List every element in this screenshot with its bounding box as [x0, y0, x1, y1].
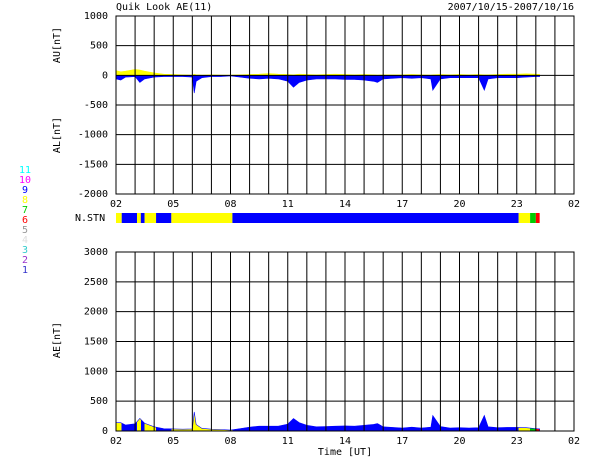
station-segment [518, 213, 531, 223]
station-segment [530, 213, 536, 223]
y-tick-label: -1000 [78, 130, 108, 141]
x-tick-label: 11 [282, 436, 294, 447]
legend-entry: 10 [19, 175, 31, 186]
x-tick-label: 02 [110, 436, 122, 447]
y-tick-label: 2500 [84, 277, 108, 288]
legend-entry: 7 [22, 205, 28, 216]
y-tick-label: 1000 [84, 366, 108, 377]
x-tick-label: 05 [167, 199, 179, 210]
x-tick-label: 23 [511, 199, 523, 210]
y-tick-label: -500 [84, 100, 108, 111]
station-segment [140, 213, 145, 223]
legend-entry: 1 [22, 265, 28, 276]
date-range: 2007/10/15-2007/10/16 [448, 2, 574, 13]
x-tick-label: 08 [224, 436, 236, 447]
y-tick-label: 3000 [84, 247, 108, 258]
chart-title: Quik Look AE(11) [116, 2, 212, 13]
y-axis-label: AE[nT] [52, 322, 63, 358]
y-tick-label: 1500 [84, 337, 108, 348]
legend-entry: 9 [22, 185, 28, 196]
legend-entry: 6 [22, 215, 28, 226]
x-tick-label: 02 [568, 436, 580, 447]
legend-entry: 8 [22, 195, 28, 206]
legend-entry: 5 [22, 225, 28, 236]
y-tick-label: 500 [90, 41, 108, 52]
y-tick-label: 500 [90, 396, 108, 407]
x-tick-label: 14 [339, 199, 351, 210]
strip-label: N.STN [75, 213, 105, 224]
x-tick-label: 05 [167, 436, 179, 447]
y-axis-label: AU[nT] [52, 27, 63, 63]
x-tick-label: 11 [282, 199, 294, 210]
y-tick-label: -2000 [78, 189, 108, 200]
legend-entry: 4 [22, 235, 28, 246]
y-tick-label: 2000 [84, 307, 108, 318]
x-tick-label: 20 [453, 199, 465, 210]
x-tick-label: 20 [453, 436, 465, 447]
y-tick-label: 0 [102, 426, 108, 437]
station-segment [156, 213, 172, 223]
y-tick-label: -1500 [78, 159, 108, 170]
x-tick-label: 17 [396, 436, 408, 447]
station-segment [116, 213, 122, 223]
station-segment [144, 213, 157, 223]
legend-entry: 3 [22, 245, 28, 256]
station-segment [232, 213, 519, 223]
station-segment [136, 213, 141, 223]
station-segment [535, 213, 540, 223]
x-tick-label: 02 [568, 199, 580, 210]
x-axis-label: Time [UT] [318, 447, 372, 458]
x-tick-label: 14 [339, 436, 351, 447]
legend-entry: 2 [22, 255, 28, 266]
y-tick-label: 1000 [84, 11, 108, 22]
station-segment [121, 213, 137, 223]
station-segment [171, 213, 233, 223]
y-axis-label: AL[nT] [52, 117, 63, 153]
y-tick-label: 0 [102, 70, 108, 81]
legend-entry: 11 [19, 165, 31, 176]
x-tick-label: 02 [110, 199, 122, 210]
x-tick-label: 08 [224, 199, 236, 210]
x-tick-label: 23 [511, 436, 523, 447]
x-tick-label: 17 [396, 199, 408, 210]
